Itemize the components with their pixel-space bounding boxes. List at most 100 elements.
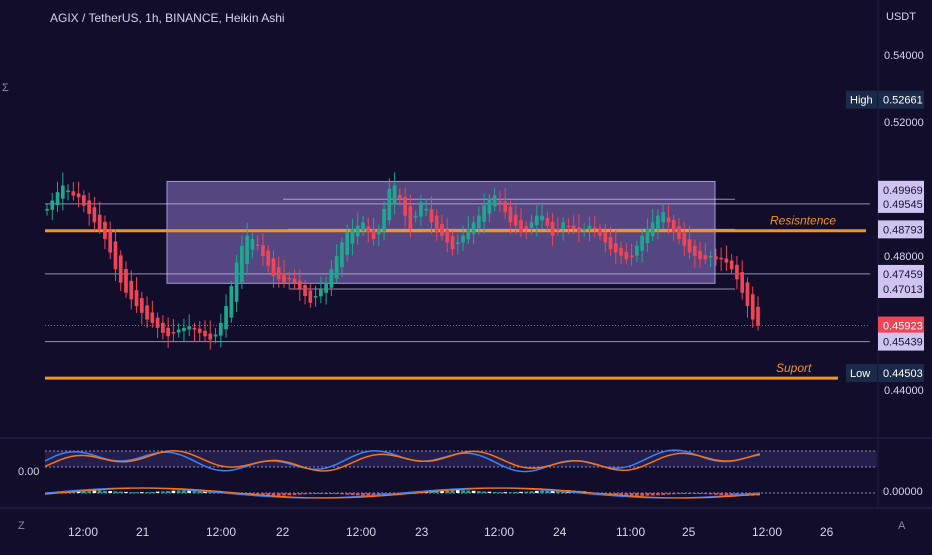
candle-body [266,250,271,266]
candle-body [255,244,260,246]
histogram-bar [182,490,186,493]
candle-body [714,256,718,260]
candle-body [118,255,123,283]
candle-body [540,215,544,221]
histogram-bar [677,493,681,495]
candle-body [71,191,76,196]
candle-body [218,322,223,336]
histogram-bar [666,493,671,495]
histogram-bar [455,490,460,493]
price-label-box [878,279,924,298]
histogram-bar [271,493,276,496]
histogram-bar [529,491,534,493]
candle-body [440,224,444,236]
candle-body [176,329,181,333]
candle-body [276,267,281,280]
histogram-bar [124,491,128,493]
histogram-bar [440,490,444,493]
candle-body [229,285,234,318]
histogram-bar [308,493,313,495]
candle-body [682,232,687,246]
candle-body [287,277,292,280]
histogram-bar [92,490,97,493]
candle-body [624,251,629,260]
price-label-box [878,220,924,239]
histogram-bar [524,491,529,493]
x-tick-label: 12:00 [68,525,98,539]
candle-body [398,195,402,199]
auto-scale-button[interactable]: A [898,520,906,532]
candle-body [556,228,560,231]
histogram-bar [329,493,334,494]
histogram-bar [445,490,450,493]
candle-body [197,328,202,333]
histogram-bar [450,490,455,493]
histogram-bar [708,493,713,495]
candle-body [424,208,429,211]
x-tick-label: 12:00 [752,525,782,539]
candle-body [661,212,666,223]
candle-body [545,217,550,226]
candle-body [182,327,186,331]
candle-body [308,290,313,303]
price-label: 0.48793 [883,224,923,236]
candle-body [534,215,539,225]
histogram-bar [508,492,513,494]
histogram-bar [692,493,697,494]
candle-body [124,268,128,293]
candle-body [345,232,350,255]
candle-body [376,229,381,235]
histogram-bar [187,490,192,493]
candle-body [371,229,376,240]
candle-body [329,269,334,288]
x-tick-label: 12:00 [346,525,376,539]
histogram-bar [477,491,481,493]
histogram-bar [540,490,544,493]
histogram-bar [108,491,113,493]
x-tick-label: 12:00 [484,525,514,539]
oscillator-level-label: 0.00 [18,466,40,478]
histogram-bar [482,491,486,493]
histogram-bar [97,490,102,493]
price-label-box [878,180,924,199]
histogram-bar [266,493,271,496]
candle-body [703,255,708,260]
candle-body [55,192,60,206]
x-tick-label: 21 [136,525,150,539]
zoom-button[interactable]: Z [18,520,25,532]
y-tick-label: 0.52000 [884,117,924,129]
histogram-bar [282,493,286,496]
histogram-bar [134,492,139,494]
price-label-box [878,316,924,335]
candle-body [303,284,307,297]
candle-body [735,264,739,280]
candle-body [103,221,107,240]
candle-body [250,239,255,250]
candle-body [82,195,86,206]
candle-body [608,237,613,250]
candle-body [139,298,144,313]
candle-body [756,306,760,326]
candle-body [97,214,102,230]
price-label: 0.52661 [883,95,923,107]
histogram-bar [303,493,307,495]
signal-line [44,487,761,499]
histogram-bar [113,491,118,493]
x-tick-label: 11:00 [616,525,645,539]
histogram-bar [434,490,439,493]
price-label-box [878,264,924,283]
candle-body [319,289,323,297]
histogram-bar [729,493,734,496]
histogram-bar [724,493,729,496]
histogram-bar [534,490,539,493]
candle-body [334,255,339,279]
candle-body [503,201,508,213]
side-mark[interactable]: Σ [2,82,9,94]
candle-body [445,229,450,243]
candle-body [566,225,571,228]
candle-body [340,242,344,268]
candle-body [466,229,471,240]
candle-body [350,229,355,244]
candle-body [666,217,671,223]
